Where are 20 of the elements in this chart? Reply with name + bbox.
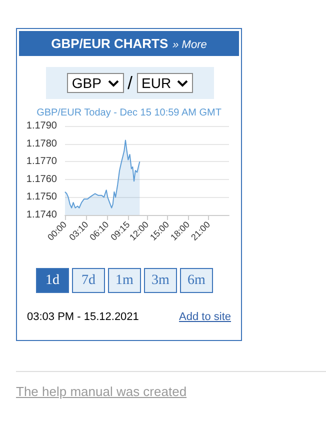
text: 6m bbox=[180, 268, 213, 293]
text: 03:03 PM - 15.12.2021 bbox=[27, 311, 139, 323]
y-tick-label: 1.1750 bbox=[26, 192, 58, 203]
y-tick-label: 1.1790 bbox=[26, 120, 58, 132]
text: EUR bbox=[136, 73, 194, 93]
y-tick-label: 1.1740 bbox=[26, 210, 58, 220]
text: 3m bbox=[144, 268, 177, 293]
chart-title: GBP/EUR Today - Dec 15 10:59 AM GMT bbox=[36, 108, 222, 118]
y-tick-label: 1.1770 bbox=[26, 156, 58, 168]
text: The help manual was created bbox=[16, 384, 187, 399]
text: Add to site bbox=[179, 311, 231, 323]
y-tick-label: 1.1780 bbox=[26, 138, 58, 150]
text: GBP/EUR CHARTS bbox=[51, 36, 168, 51]
text: 1d bbox=[36, 268, 69, 293]
text: / bbox=[128, 72, 133, 94]
text: GBP bbox=[66, 73, 124, 93]
y-tick-label: 1.1760 bbox=[26, 174, 58, 185]
text: » More bbox=[172, 39, 207, 51]
text: 1m bbox=[108, 268, 141, 293]
text: 7d bbox=[72, 268, 105, 293]
